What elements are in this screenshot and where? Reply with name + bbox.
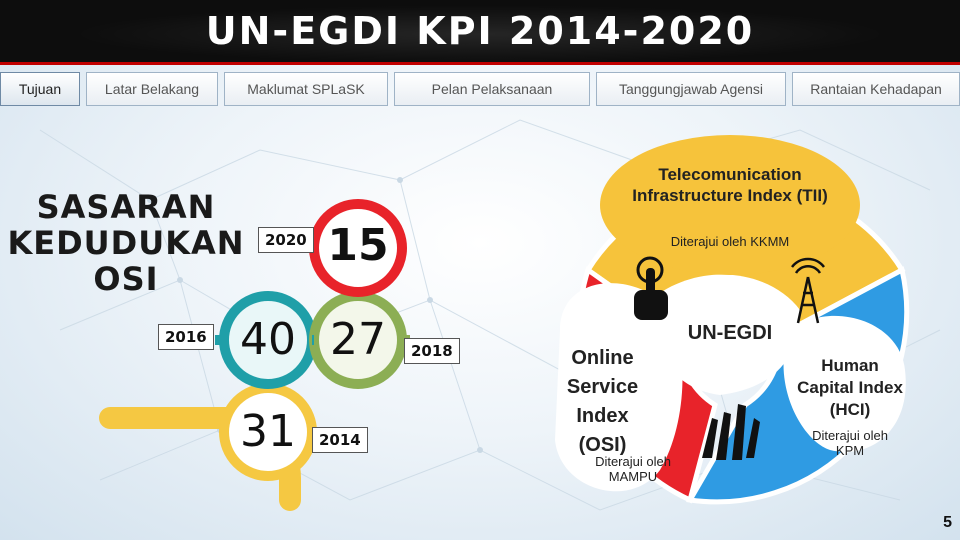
rank-2016: 40 xyxy=(240,314,296,365)
hci-owner: Diterajui oleh KPM xyxy=(812,428,888,458)
tii-owner: Diterajui oleh KKMM xyxy=(670,234,790,249)
title-bar: UN-EGDI KPI 2014-2020 xyxy=(0,0,960,62)
page-number: 5 xyxy=(943,514,952,531)
venn-center-white xyxy=(650,274,800,395)
page-title: UN-EGDI KPI 2014-2020 xyxy=(205,9,755,53)
hci-title: Human Capital Index (HCI) xyxy=(797,356,903,420)
tii-title: Telecomunication Infrastructure Index (T… xyxy=(632,165,828,206)
osi-owner: Diterajui oleh MAMPU xyxy=(595,454,671,484)
year-2018: 2018 xyxy=(404,338,460,364)
rank-2020: 15 xyxy=(327,220,389,271)
tab-tujuan[interactable]: Tujuan xyxy=(0,72,80,106)
tab-latar-belakang[interactable]: Latar Belakang xyxy=(86,72,218,106)
raised-hands-icon xyxy=(702,404,760,460)
venn-tii-cap xyxy=(600,135,860,275)
touch-hand-icon xyxy=(634,256,668,320)
rank-2018: 27 xyxy=(330,314,386,365)
radio-tower-icon xyxy=(791,257,825,324)
year-2016: 2016 xyxy=(158,324,214,350)
nav-tabs: Tujuan Latar Belakang Maklumat SPLaSK Pe… xyxy=(0,72,960,106)
venn-hci-white xyxy=(783,315,906,452)
title-divider xyxy=(0,62,960,65)
tab-tanggungjawab-agensi[interactable]: Tanggungjawab Agensi xyxy=(596,72,786,106)
tab-maklumat-splask[interactable]: Maklumat SPLaSK xyxy=(224,72,388,106)
tab-rantaian-kehadapan[interactable]: Rantaian Kehadapan xyxy=(792,72,960,106)
venn-osi-white xyxy=(555,283,683,492)
target-headline: SASARAN KEDUDUKAN OSI xyxy=(7,188,245,298)
year-2020: 2020 xyxy=(258,227,314,253)
year-2014: 2014 xyxy=(312,427,368,453)
osi-title: Online Service Index (OSI) xyxy=(566,347,639,456)
tab-pelan-pelaksanaan[interactable]: Pelan Pelaksanaan xyxy=(394,72,590,106)
venn-center-label: UN-EGDI xyxy=(687,322,773,344)
rank-2014: 31 xyxy=(240,406,296,457)
